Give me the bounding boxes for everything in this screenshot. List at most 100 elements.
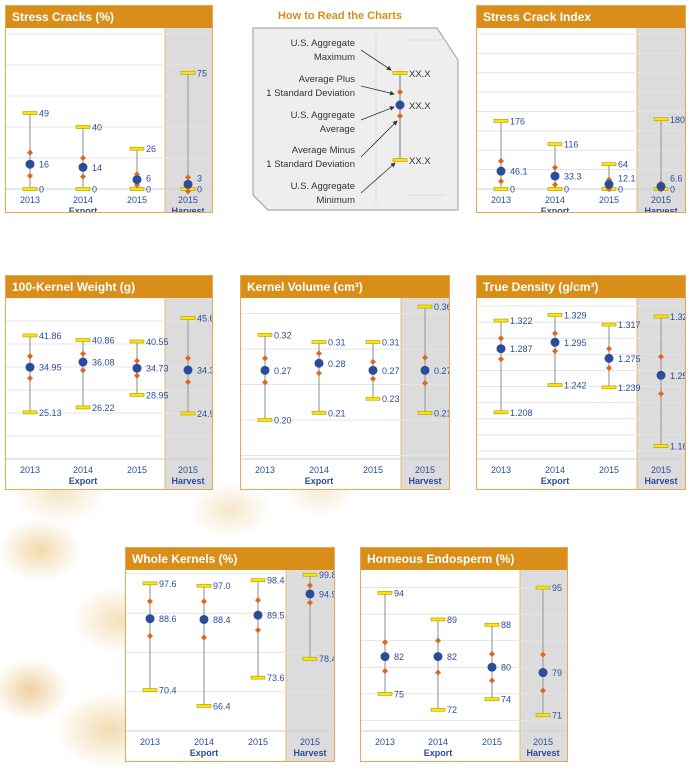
mean-label: 6 xyxy=(146,174,151,184)
group-label-harvest: Harvest xyxy=(644,206,677,212)
max-label: 97.6 xyxy=(159,579,177,589)
group-label-export: Export xyxy=(424,748,453,758)
group-label-export: Export xyxy=(190,748,219,758)
min-label: 1.242 xyxy=(564,380,587,390)
chart-title: Horneous Endosperm (%) xyxy=(361,548,567,570)
arrow-minus xyxy=(360,120,398,158)
mean-marker xyxy=(78,357,88,367)
mean-marker xyxy=(132,363,142,373)
guide-min-value: XX.X xyxy=(409,156,431,167)
max-marker xyxy=(547,142,563,146)
mean-label: 34.95 xyxy=(39,363,62,373)
min-marker xyxy=(365,396,381,401)
guide-label-avg-2: Average xyxy=(320,124,355,135)
minus-sd-marker xyxy=(540,687,546,694)
mean-marker xyxy=(25,159,35,169)
max-marker xyxy=(22,333,38,338)
plus-sd-marker xyxy=(606,345,612,352)
chart-horneous-endosperm: Horneous Endosperm (%) 94 82 75 2013 89 82 72 20… xyxy=(360,547,568,762)
max-label: 0.31 xyxy=(328,337,346,347)
mean-marker xyxy=(25,362,35,372)
min-label: 75 xyxy=(394,689,404,699)
min-marker xyxy=(430,707,446,712)
category-label: 2014 xyxy=(545,195,565,205)
max-label: 40.55 xyxy=(146,337,169,347)
min-marker xyxy=(535,713,551,717)
max-label: 116 xyxy=(564,140,578,150)
plus-sd-marker xyxy=(498,158,504,165)
chart-title: Stress Cracks (%) xyxy=(6,6,212,28)
min-marker xyxy=(22,187,38,191)
mean-label: 36.08 xyxy=(92,358,115,368)
arrow-max xyxy=(360,49,392,71)
category-label: 2013 xyxy=(491,195,511,205)
guide-label-plus-1: Average Plus xyxy=(299,74,356,85)
category-label: 2013 xyxy=(20,465,40,475)
chart-title: Whole Kernels (%) xyxy=(126,548,334,570)
plus-sd-marker xyxy=(435,637,441,644)
category-label: 2015 xyxy=(415,465,435,475)
max-marker xyxy=(653,314,669,319)
guide-label-min-1: U.S. Aggregate xyxy=(291,181,355,192)
min-marker xyxy=(377,692,393,696)
mean-marker xyxy=(314,358,324,368)
mean-marker xyxy=(183,365,193,375)
mean-marker xyxy=(78,162,88,172)
mean-label: 46.1 xyxy=(510,167,528,177)
mean-label: 1.275 xyxy=(618,354,641,364)
plot: 0.32 0.27 0.20 2013 0.31 0.28 0.21 2014 0.31 0.27… xyxy=(241,298,449,489)
plus-sd-marker xyxy=(489,650,495,657)
max-marker xyxy=(377,591,393,595)
min-marker xyxy=(250,675,266,680)
mean-marker xyxy=(496,344,506,354)
minus-sd-marker xyxy=(552,181,558,188)
guide-mean-marker xyxy=(395,100,405,110)
guide-max-value: XX.X xyxy=(409,69,431,80)
min-label: 28.95 xyxy=(146,390,169,400)
mean-label: 88.4 xyxy=(213,615,231,625)
guide-max-marker xyxy=(392,71,408,75)
min-marker xyxy=(484,697,500,701)
guide-label-minus-2: 1 Standard Deviation xyxy=(266,159,355,170)
mean-marker xyxy=(199,614,209,624)
mean-marker xyxy=(305,589,315,599)
chart-title: True Density (g/cm³) xyxy=(477,276,685,298)
mean-label: 89.5 xyxy=(267,611,285,621)
mean-marker xyxy=(433,652,443,662)
mean-label: 6.6 xyxy=(670,174,683,184)
min-marker xyxy=(311,411,327,415)
min-marker xyxy=(493,187,509,191)
category-label: 2014 xyxy=(73,465,93,475)
chart-stress-crack-index: Stress Crack Index 176 46.1 0 2013 116 33.3 0 20… xyxy=(476,5,686,213)
min-label: 1.239 xyxy=(618,383,641,393)
minus-sd-marker xyxy=(316,370,322,377)
min-label: 0.20 xyxy=(274,415,292,425)
min-marker xyxy=(22,410,38,415)
max-label: 95 xyxy=(552,583,562,593)
min-label: 25.13 xyxy=(39,408,62,418)
min-label: 66.4 xyxy=(213,701,231,711)
max-marker xyxy=(417,304,433,309)
min-label: 72 xyxy=(447,705,457,715)
max-marker xyxy=(311,340,327,344)
category-label: 2013 xyxy=(375,737,395,747)
max-label: 1.329 xyxy=(564,310,587,320)
minus-sd-marker xyxy=(134,372,140,379)
min-label: 0.23 xyxy=(382,394,400,404)
minus-sd-marker xyxy=(80,367,86,374)
mean-marker xyxy=(604,353,614,363)
chart-title: Kernel Volume (cm³) xyxy=(241,276,449,298)
max-marker xyxy=(22,111,38,115)
category-label: 2015 xyxy=(482,737,502,747)
min-label: 74 xyxy=(501,695,511,705)
min-label: 0 xyxy=(92,185,97,195)
minus-sd-marker xyxy=(498,178,504,185)
arrow-plus xyxy=(360,85,395,96)
max-marker xyxy=(257,333,273,337)
chart-true-density: True Density (g/cm³) 1.322 1.287 1.208 2013 1… xyxy=(476,275,686,490)
mean-label: 16 xyxy=(39,160,49,170)
max-label: 40 xyxy=(92,123,102,133)
min-label: 1.208 xyxy=(510,408,533,418)
max-label: 1.322 xyxy=(510,316,533,326)
max-label: 40.86 xyxy=(92,336,115,346)
